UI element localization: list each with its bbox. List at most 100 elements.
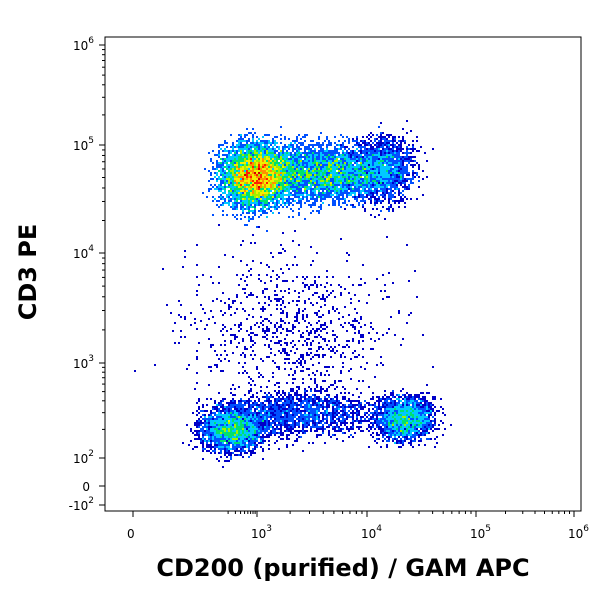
density-cell: [304, 174, 306, 176]
density-cell: [372, 208, 374, 210]
density-cell: [290, 166, 292, 168]
density-cell: [226, 414, 228, 416]
density-cell: [382, 158, 384, 160]
density-cell: [254, 420, 256, 422]
density-cell: [370, 144, 372, 146]
density-cell: [322, 176, 324, 178]
density-cell: [256, 412, 258, 414]
density-cell: [250, 442, 252, 444]
density-cell: [206, 428, 208, 430]
density-cell: [232, 198, 234, 200]
density-cell: [196, 420, 198, 422]
density-cell: [324, 406, 326, 408]
density-cell: [360, 186, 362, 188]
density-cell: [392, 172, 394, 174]
density-cell: [388, 416, 390, 418]
density-cell: [274, 176, 276, 178]
density-cell: [250, 144, 252, 146]
density-cell: [288, 162, 290, 164]
density-cell: [234, 176, 236, 178]
density-cell: [218, 156, 220, 158]
density-cell: [368, 172, 370, 174]
density-cell: [278, 448, 280, 450]
density-cell: [400, 434, 402, 436]
density-cell: [232, 172, 234, 174]
density-cell: [262, 424, 264, 426]
density-cell: [262, 396, 264, 398]
density-cell: [232, 416, 234, 418]
density-cell: [388, 176, 390, 178]
density-cell: [414, 398, 416, 400]
density-cell: [382, 156, 384, 158]
density-cell: [296, 418, 298, 420]
density-cell: [314, 156, 316, 158]
density-cell: [222, 414, 224, 416]
density-cell: [232, 184, 234, 186]
density-cell: [326, 164, 328, 166]
density-cell: [226, 412, 228, 414]
density-cell: [214, 420, 216, 422]
density-cell: [226, 162, 228, 164]
density-cell: [406, 158, 408, 160]
density-cell: [354, 198, 356, 200]
density-cell: [248, 404, 250, 406]
density-cell: [340, 148, 342, 150]
density-cell: [218, 444, 220, 446]
density-cell: [336, 168, 338, 170]
density-cell: [376, 186, 378, 188]
density-cell: [220, 430, 222, 432]
density-cell: [288, 172, 290, 174]
density-cell: [282, 196, 284, 198]
density-cell: [410, 158, 412, 160]
density-cell: [262, 182, 264, 184]
density-cell: [406, 430, 408, 432]
density-cell: [192, 412, 194, 414]
density-cell: [248, 168, 250, 170]
density-cell: [242, 418, 244, 420]
density-cell: [306, 398, 308, 400]
density-cell: [416, 428, 418, 430]
density-cell: [244, 436, 246, 438]
density-cell: [316, 414, 318, 416]
density-cell: [396, 154, 398, 156]
density-cell: [332, 160, 334, 162]
density-cell: [206, 426, 208, 428]
density-cell: [272, 180, 274, 182]
density-cell: [320, 154, 322, 156]
density-cell: [220, 196, 222, 198]
density-cell: [252, 172, 254, 174]
density-cell: [390, 204, 392, 206]
density-cell: [324, 140, 326, 142]
density-cell: [260, 428, 262, 430]
density-cell: [344, 156, 346, 158]
density-cell: [240, 170, 242, 172]
density-cell: [380, 136, 382, 138]
density-cell: [350, 182, 352, 184]
density-cell: [424, 414, 426, 416]
density-cell: [266, 194, 268, 196]
density-cell: [380, 152, 382, 154]
density-cell: [314, 422, 316, 424]
density-cell: [322, 188, 324, 190]
density-cell: [434, 428, 436, 430]
density-cell: [382, 406, 384, 408]
density-cell: [206, 430, 208, 432]
density-cell: [246, 140, 248, 142]
density-cell: [284, 148, 286, 150]
density-cell: [330, 414, 332, 416]
density-cell: [248, 414, 250, 416]
density-cell: [302, 420, 304, 422]
density-cell: [228, 200, 230, 202]
density-cell: [254, 444, 256, 446]
density-cell: [350, 204, 352, 206]
density-cell: [244, 402, 246, 404]
density-cell: [246, 418, 248, 420]
density-cell: [408, 400, 410, 402]
density-cell: [218, 420, 220, 422]
density-cell: [408, 186, 410, 188]
density-cell: [338, 182, 340, 184]
density-cell: [374, 184, 376, 186]
density-cell: [230, 440, 232, 442]
density-cell: [280, 420, 282, 422]
density-cell: [340, 170, 342, 172]
